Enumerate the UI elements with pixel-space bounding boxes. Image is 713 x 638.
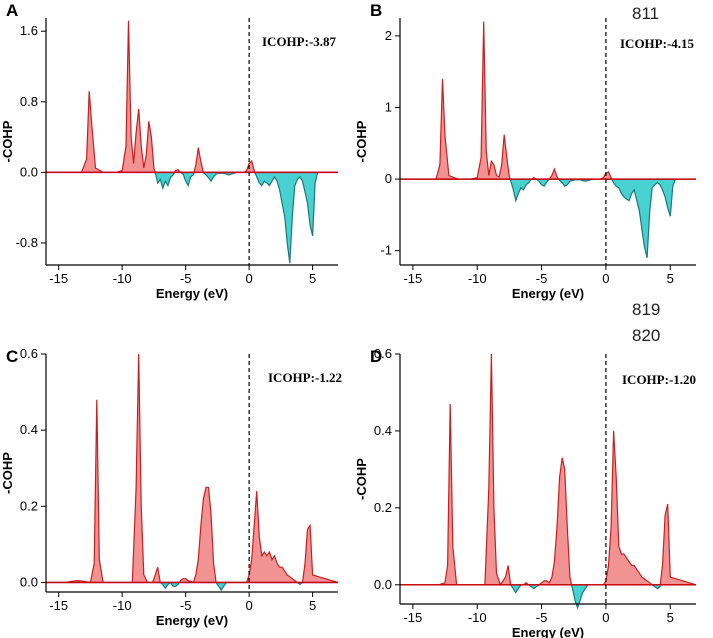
icohp-annotation: ICOHP:-4.15 [620, 36, 695, 51]
y-axis-title: -COHP [0, 452, 15, 494]
line-number-819: 819 [632, 300, 661, 319]
icohp-annotation: ICOHP:-1.20 [622, 372, 696, 387]
cohp-negative-area [46, 171, 338, 264]
y-tick-label: 0.0 [374, 577, 392, 592]
x-tick-label: -15 [403, 610, 422, 625]
panel-letter: D [370, 347, 382, 366]
y-tick-label: 1.6 [20, 23, 38, 38]
x-tick-label: -10 [113, 598, 132, 613]
x-tick-label: -15 [49, 598, 68, 613]
y-tick-label: 0.2 [20, 498, 38, 513]
line-number-820: 820 [632, 326, 661, 345]
x-tick-label: -10 [468, 271, 487, 286]
x-tick-label: -15 [403, 271, 422, 286]
panel-c: -15 -10 -5 0 5 0.0 0.2 0.4 0.6 Energy (eV) -COHP IC… [0, 346, 342, 628]
panel-letter: B [370, 1, 382, 20]
x-tick-label: 5 [667, 610, 674, 625]
y-tick-label: 2 [385, 28, 392, 43]
panel-letter: C [6, 347, 18, 366]
y-tick-label: 0.0 [20, 164, 38, 179]
panel-letter: A [6, 1, 18, 20]
y-tick-label: 0.6 [374, 346, 392, 361]
x-tick-label: -5 [536, 271, 548, 286]
x-axis-title: Energy (eV) [512, 625, 584, 638]
x-axis-title: Energy (eV) [156, 613, 228, 628]
x-tick-label: 0 [602, 271, 609, 286]
panel-a: -15 -10 -5 0 5 -0.8 0.0 0.8 1.6 Energy (eV) -COHP I… [0, 1, 338, 301]
y-tick-label: 0.6 [20, 346, 38, 361]
x-tick-label: 5 [309, 598, 316, 613]
x-tick-label: -5 [180, 271, 192, 286]
y-tick-label: 0.4 [20, 422, 38, 437]
x-tick-label: 0 [246, 598, 253, 613]
y-tick-label: -0.8 [16, 235, 38, 250]
x-tick-label: 5 [309, 271, 316, 286]
y-tick-label: 1 [385, 99, 392, 114]
x-axis-title: Energy (eV) [156, 286, 228, 301]
y-axis-title: -COHP [0, 120, 15, 162]
line-number-811: 811 [632, 4, 660, 23]
y-axis-title: -COHP [354, 458, 369, 500]
panel-d: -15 -10 -5 0 5 0.0 0.2 0.4 0.6 Energy (eV) -COHP IC… [354, 346, 697, 638]
cohp-positive-area [400, 353, 697, 587]
y-tick-label: 0.8 [20, 94, 38, 109]
cohp-negative-area [46, 581, 338, 592]
x-tick-label: 0 [602, 610, 609, 625]
y-tick-label: 0.2 [374, 500, 392, 515]
x-tick-label: 0 [246, 271, 253, 286]
x-tick-label: -5 [180, 598, 192, 613]
y-axis-title: -COHP [354, 120, 369, 162]
y-tick-label: -1 [380, 243, 392, 258]
cohp-negative-area [400, 178, 696, 258]
y-tick-label: 0 [385, 171, 392, 186]
x-axis-title: Energy (eV) [512, 286, 584, 301]
x-tick-label: -10 [468, 610, 487, 625]
x-tick-label: 5 [667, 271, 674, 286]
icohp-annotation: ICOHP:-3.87 [262, 34, 337, 49]
cohp-positive-area [46, 353, 339, 584]
y-tick-label: 0.0 [20, 574, 38, 589]
x-tick-label: -10 [113, 271, 132, 286]
icohp-annotation: ICOHP:-1.22 [268, 370, 342, 385]
x-tick-label: -15 [49, 271, 68, 286]
x-tick-label: -5 [536, 610, 548, 625]
y-tick-label: 0.4 [374, 423, 392, 438]
